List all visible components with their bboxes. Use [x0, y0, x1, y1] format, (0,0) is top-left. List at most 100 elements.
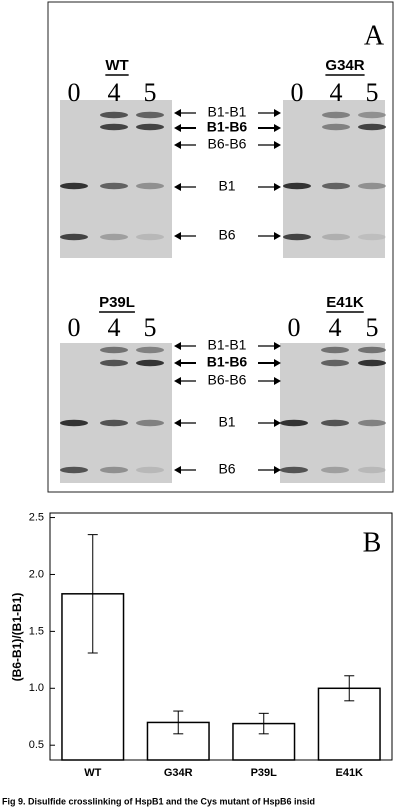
gel-band — [136, 466, 164, 474]
y-tick-label: 1.5 — [29, 625, 44, 637]
lane-label: 0 — [68, 313, 81, 342]
gel-band — [136, 346, 164, 354]
lane-label: 0 — [288, 313, 301, 342]
gel-band — [100, 111, 128, 119]
gel-band — [100, 466, 128, 474]
panel-label: A — [364, 20, 385, 51]
band-label: B1 — [218, 178, 235, 194]
gel-band — [60, 233, 88, 241]
caption: Fig 9. Disulfide crosslinking of HspB1 a… — [2, 796, 315, 806]
arrow-head — [274, 109, 281, 117]
y-tick-label: 2.0 — [29, 568, 44, 580]
gel-band — [60, 466, 88, 474]
gel-band — [358, 182, 386, 190]
gel-band — [136, 233, 164, 241]
lane-label: 5 — [366, 313, 379, 342]
plot-frame — [49, 512, 393, 761]
x-tick-label: G34R — [164, 767, 193, 779]
lane-label: 4 — [329, 313, 342, 342]
gel-band — [100, 346, 128, 354]
gel-band — [136, 123, 164, 131]
gel-band — [321, 359, 349, 367]
arrow-head — [174, 109, 181, 117]
arrow-head — [274, 141, 281, 149]
x-tick-label: E41K — [335, 767, 363, 779]
band-label: B6-B6 — [208, 136, 247, 152]
gel-title: P39L — [99, 294, 135, 311]
band-label: B1-B1 — [208, 337, 247, 353]
band-label: B1-B1 — [208, 104, 247, 120]
y-axis-label: (B6-B1)/(B1-B1) — [10, 593, 24, 682]
lane-label: 5 — [144, 78, 157, 107]
arrow-head — [174, 141, 181, 149]
panel-label: B — [363, 527, 382, 558]
gel-band — [321, 466, 349, 474]
x-tick-label: P39L — [251, 767, 278, 779]
arrow-head — [174, 342, 181, 350]
arrow-head — [174, 232, 181, 240]
arrow-head — [274, 419, 281, 427]
lane-label: 4 — [330, 78, 343, 107]
band-label: B1 — [218, 414, 235, 430]
band-label: B6-B6 — [208, 372, 247, 388]
arrow-head — [174, 466, 181, 474]
gel-band — [322, 123, 350, 131]
arrow-head — [174, 377, 181, 385]
gel-band — [358, 419, 386, 427]
gel-band — [136, 359, 164, 367]
gel-band — [322, 111, 350, 119]
arrow-head — [274, 232, 281, 240]
gel-band — [358, 346, 386, 354]
gel-band — [322, 233, 350, 241]
gel-band — [283, 233, 311, 241]
lane-label: 4 — [108, 313, 121, 342]
x-tick-label: WT — [84, 767, 101, 779]
gel-title: E41K — [326, 294, 364, 311]
gel-band — [60, 419, 88, 427]
gel — [280, 343, 385, 483]
arrow-head — [174, 124, 181, 132]
gel-band — [321, 419, 349, 427]
arrow-head — [274, 359, 281, 367]
arrow-head — [274, 124, 281, 132]
lane-label: 5 — [144, 313, 157, 342]
gel-band — [100, 419, 128, 427]
gel-band — [358, 123, 386, 131]
gel-band — [280, 419, 308, 427]
lane-label: 4 — [108, 78, 121, 107]
gel-band — [358, 111, 386, 119]
band-label: B1-B6 — [207, 354, 248, 370]
arrow-head — [174, 183, 181, 191]
gel-band — [100, 123, 128, 131]
y-tick-label: 1.0 — [29, 682, 44, 694]
band-label: B1-B6 — [207, 119, 248, 135]
gel-title: WT — [105, 57, 128, 74]
arrow-head — [174, 359, 181, 367]
arrow-head — [274, 377, 281, 385]
y-tick-label: 0.5 — [29, 739, 44, 751]
lane-label: 0 — [291, 78, 304, 107]
arrow-head — [274, 342, 281, 350]
gel-band — [136, 419, 164, 427]
band-label: B6 — [218, 227, 235, 243]
gel-band — [283, 182, 311, 190]
panel-a-frame — [47, 1, 394, 493]
gel-band — [321, 346, 349, 354]
band-label: B6 — [218, 461, 235, 477]
gel-band — [358, 233, 386, 241]
gel-band — [100, 182, 128, 190]
gel-band — [60, 182, 88, 190]
arrow-head — [274, 183, 281, 191]
arrow-head — [274, 466, 281, 474]
arrow-head — [174, 419, 181, 427]
gel-band — [322, 182, 350, 190]
gel-band — [136, 111, 164, 119]
lane-label: 5 — [366, 78, 379, 107]
lane-label: 0 — [68, 78, 81, 107]
y-tick-label: 2.5 — [29, 511, 44, 523]
gel-band — [100, 233, 128, 241]
gel-band — [358, 359, 386, 367]
gel-band — [280, 466, 308, 474]
gel-band — [136, 182, 164, 190]
